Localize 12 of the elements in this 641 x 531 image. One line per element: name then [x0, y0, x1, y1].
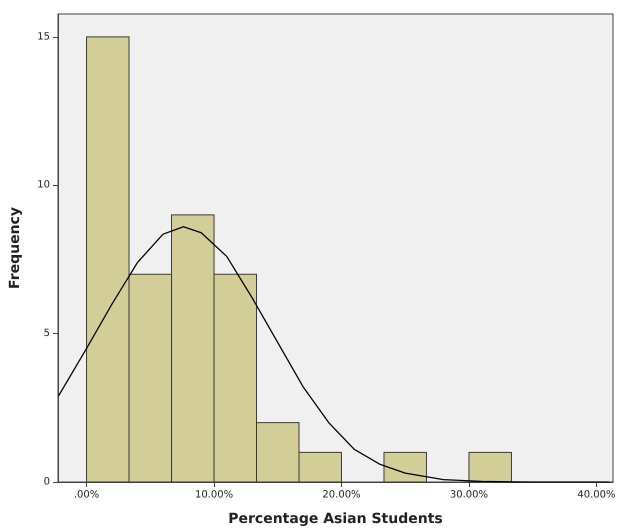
- y-tick-label: 10: [37, 180, 50, 191]
- line-series: [58, 226, 610, 483]
- y-tick-label: 15: [37, 31, 50, 42]
- y-tick-label: 5: [44, 328, 50, 340]
- x-tick-label: 40.00%: [577, 490, 616, 500]
- x-tick-label: 30.00%: [450, 490, 488, 500]
- x-tick-label: 20.00%: [322, 490, 361, 500]
- x-tick-label: 10.00%: [194, 490, 234, 500]
- x-axis-title: Percentage Asian Students: [228, 511, 443, 527]
- y-tick-label: 0: [44, 476, 50, 488]
- x-tick-label: .00%: [74, 490, 100, 500]
- y-axis-title: Frequency: [7, 207, 23, 289]
